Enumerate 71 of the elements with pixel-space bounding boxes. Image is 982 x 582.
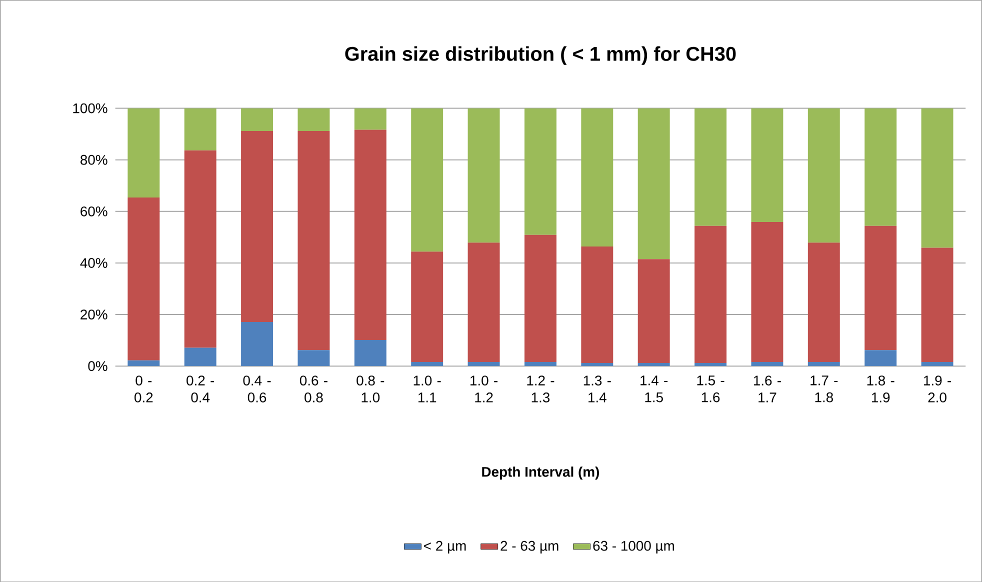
y-tick-label: 60% [80, 206, 108, 216]
bar [354, 130, 386, 340]
bar [524, 234, 556, 362]
legend-label: 2 - 63 µm [500, 540, 558, 554]
x-tick-label: 1.8 - 1.9 [867, 375, 894, 402]
bar [128, 197, 160, 360]
bar [411, 108, 444, 252]
x-axis-title: Depth Interval (m) [482, 466, 599, 480]
legend-label: 63 - 1000 µm [593, 540, 674, 554]
bar [411, 251, 444, 362]
bar [864, 108, 897, 226]
bar [581, 362, 614, 366]
bar [808, 108, 840, 242]
bar [128, 360, 160, 366]
bar [241, 108, 274, 131]
bar [468, 362, 500, 366]
x-tick-label: 1.4 - 1.5 [640, 375, 668, 402]
bar [468, 242, 500, 362]
bar [184, 108, 216, 150]
bar [864, 350, 897, 366]
x-tick-label: 1.6 - 1.7 [754, 375, 781, 402]
bar [638, 362, 670, 366]
bar [808, 362, 840, 366]
bar [298, 108, 330, 131]
bar [354, 340, 386, 366]
bar [921, 108, 954, 248]
y-tick-label: 40% [80, 258, 108, 268]
bar [638, 108, 670, 259]
bar [864, 226, 897, 350]
bar [581, 246, 614, 363]
bar [808, 242, 840, 362]
x-tick-label: 1.3 - 1.4 [584, 375, 611, 402]
chart-title: Grain size distribution ( < 1 mm) for CH30 [345, 46, 736, 65]
bar [184, 348, 216, 366]
bar [411, 362, 444, 366]
bar [751, 222, 784, 362]
x-tick-label: 0.4 - 0.6 [243, 375, 271, 402]
bar [354, 108, 386, 130]
bar [241, 322, 274, 366]
x-tick-label: 0.6 - 0.8 [300, 375, 328, 402]
bar [638, 258, 670, 363]
bar [694, 226, 727, 363]
bar [298, 130, 330, 350]
x-tick-label: 1.5 - 1.6 [697, 375, 724, 402]
x-tick-label: 1.0 - 1.2 [470, 375, 498, 402]
bar [468, 108, 500, 242]
x-tick-label: 0 - 0.2 [134, 375, 153, 402]
bar [694, 362, 727, 366]
bar [751, 108, 784, 222]
bar [524, 108, 556, 235]
bar [751, 362, 784, 366]
bar [128, 108, 160, 198]
x-tick-label: 0.2 - 0.4 [186, 375, 214, 402]
bar [581, 108, 614, 246]
x-tick-label: 1.7 - 1.8 [810, 375, 838, 402]
x-tick-label: 1.9 - 2.0 [924, 375, 951, 402]
x-tick-label: 0.8 - 1.0 [356, 375, 384, 402]
bar [524, 362, 556, 366]
legend-label: < 2 µm [424, 540, 466, 554]
y-tick-label: 20% [80, 309, 108, 320]
bar [241, 130, 274, 322]
y-tick-label: 80% [80, 154, 108, 165]
bar [921, 362, 954, 366]
bar [298, 350, 330, 366]
bar [184, 150, 216, 348]
bar [694, 108, 727, 226]
x-tick-label: 1.0 - 1.1 [414, 375, 441, 402]
bar [921, 248, 954, 362]
y-tick-label: 100% [73, 103, 108, 114]
x-tick-label: 1.2 - 1.3 [527, 375, 554, 402]
y-tick-label: 0% [88, 360, 108, 371]
